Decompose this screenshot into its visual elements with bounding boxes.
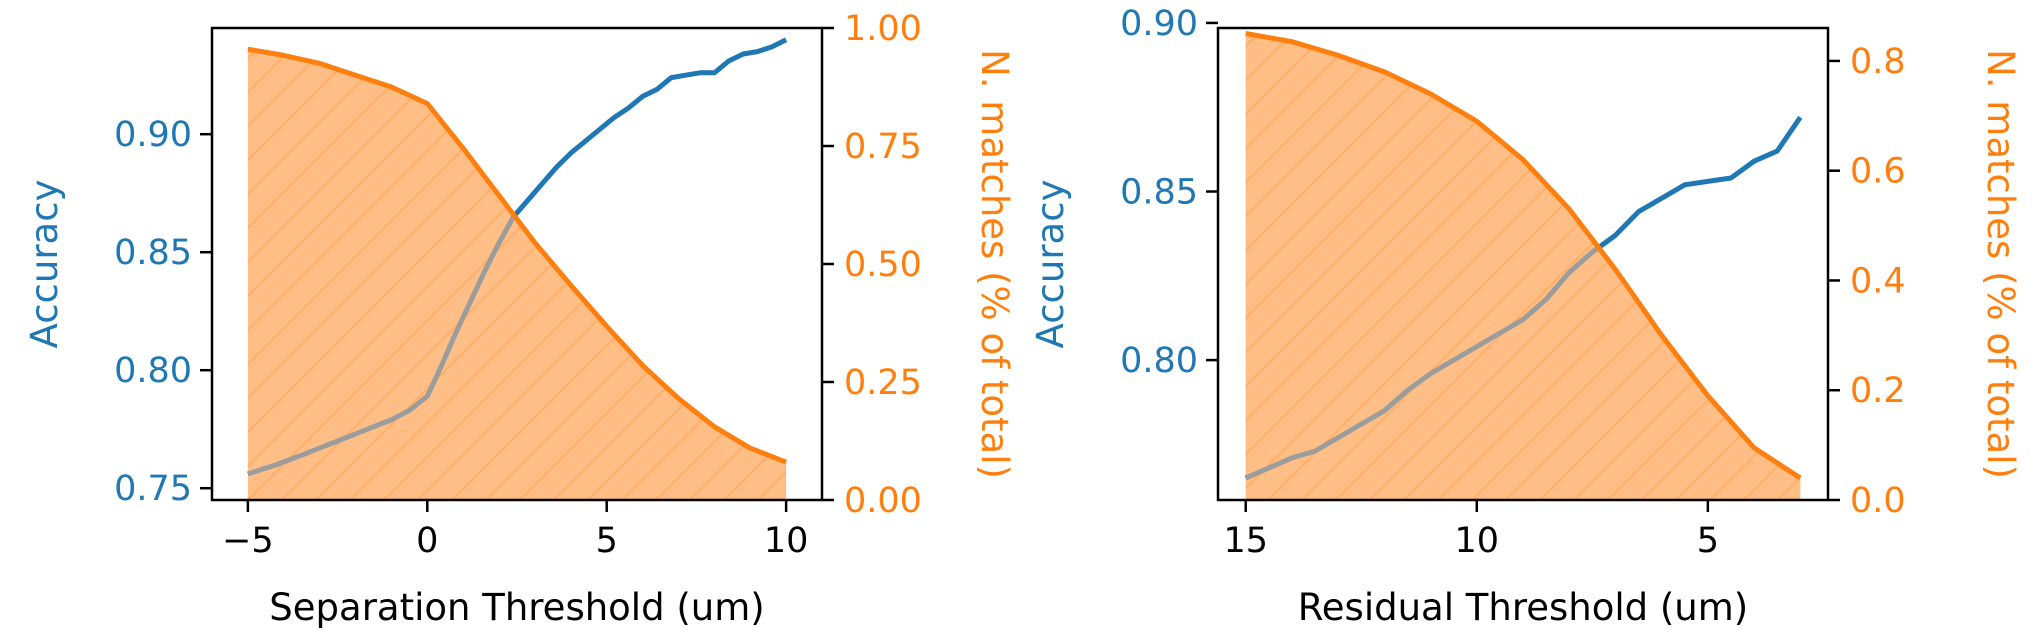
right-plot-frame bbox=[1216, 26, 1830, 502]
right-matches-line bbox=[1245, 31, 1802, 481]
left-x-tick-label: 5 bbox=[596, 521, 618, 561]
left-y-axis-label-accuracy: Accuracy bbox=[23, 180, 66, 349]
right-yright-tick-label: 0.0 bbox=[1850, 481, 1906, 521]
left-x-ticks: −5 0 5 10 bbox=[222, 500, 808, 561]
left-panel: −5 0 5 10 0.75 0.80 0.85 0.90 0.00 0.25 0.50 0.75… bbox=[23, 9, 1016, 629]
left-yright-ticks: 0.00 0.25 0.50 0.75 1.00 bbox=[822, 9, 922, 521]
right-x-tick-label: 10 bbox=[1455, 521, 1500, 561]
left-x-tick-label: −5 bbox=[222, 521, 274, 561]
right-matches-series bbox=[1245, 31, 1802, 481]
left-yright-tick-label: 0.75 bbox=[844, 127, 922, 167]
right-yleft-tick-label: 0.85 bbox=[1120, 173, 1198, 213]
right-yright-tick-label: 0.8 bbox=[1850, 42, 1906, 82]
right-yleft-tick-label: 0.90 bbox=[1120, 4, 1198, 44]
right-y-axis-label-matches: N. matches (% of total) bbox=[1979, 49, 2022, 479]
right-yright-tick-label: 0.2 bbox=[1850, 371, 1906, 411]
right-x-tick-label: 5 bbox=[1697, 521, 1719, 561]
right-x-axis-label: Residual Threshold (um) bbox=[1298, 586, 1749, 629]
left-yright-tick-label: 0.00 bbox=[844, 481, 922, 521]
right-x-tick-label: 15 bbox=[1223, 521, 1268, 561]
left-yleft-tick-label: 0.85 bbox=[114, 233, 192, 273]
left-yright-tick-label: 1.00 bbox=[844, 9, 922, 49]
left-yleft-tick-label: 0.90 bbox=[114, 115, 192, 155]
left-x-tick-label: 0 bbox=[416, 521, 438, 561]
left-y-axis-label-matches: N. matches (% of total) bbox=[973, 49, 1016, 479]
right-accuracy-series bbox=[1244, 33, 1803, 500]
left-accuracy-series bbox=[247, 37, 788, 500]
right-yright-tick-label: 0.6 bbox=[1850, 152, 1906, 192]
left-x-axis-label: Separation Threshold (um) bbox=[269, 586, 764, 629]
left-x-tick-label: 10 bbox=[764, 521, 809, 561]
left-yright-tick-label: 0.25 bbox=[844, 363, 922, 403]
right-panel: 15 10 5 0.80 0.85 0.90 0.0 0.2 0.4 0.6 0.8 Resid… bbox=[1029, 4, 2022, 629]
left-matches-series bbox=[247, 46, 788, 465]
right-yleft-tick-label: 0.80 bbox=[1120, 341, 1198, 381]
left-matches-overlay bbox=[247, 49, 787, 500]
left-yleft-tick-label: 0.75 bbox=[114, 469, 192, 509]
left-matches-line bbox=[247, 46, 788, 465]
right-yright-tick-label: 0.4 bbox=[1850, 261, 1906, 301]
right-matches-overlay bbox=[1245, 33, 1801, 500]
right-yleft-ticks: 0.80 0.85 0.90 bbox=[1120, 4, 1218, 381]
left-yright-tick-label: 0.50 bbox=[844, 245, 922, 285]
left-yleft-ticks: 0.75 0.80 0.85 0.90 bbox=[114, 115, 212, 509]
right-yright-ticks: 0.0 0.2 0.4 0.6 0.8 bbox=[1828, 42, 1906, 521]
right-y-axis-label-accuracy: Accuracy bbox=[1029, 180, 1072, 349]
right-x-ticks: 15 10 5 bbox=[1223, 500, 1719, 561]
left-yleft-tick-label: 0.80 bbox=[114, 351, 192, 391]
